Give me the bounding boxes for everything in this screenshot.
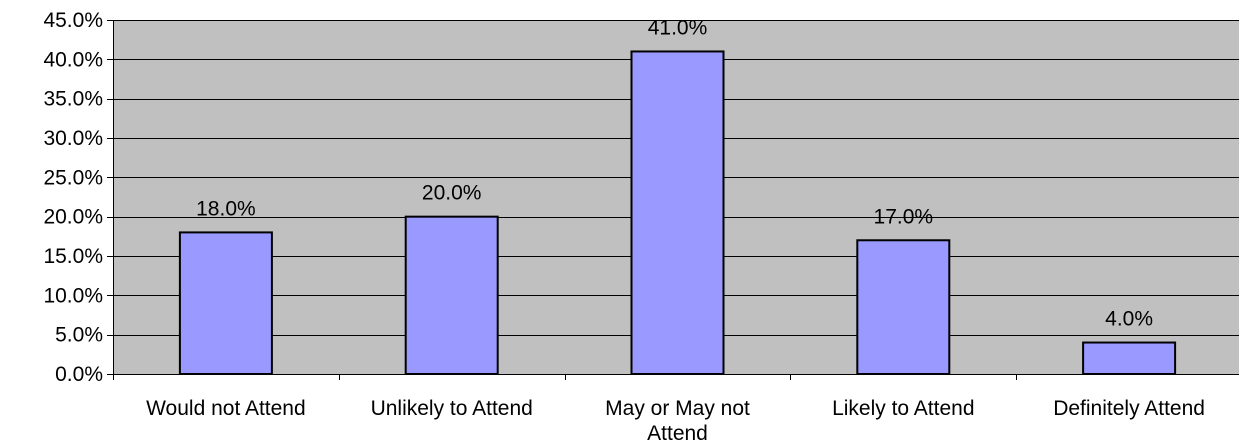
- y-tick-label: 5.0%: [55, 324, 103, 347]
- category-label: Would not Attend: [146, 397, 306, 420]
- y-tick-label: 0.0%: [55, 363, 103, 386]
- bar: [404, 215, 499, 375]
- axes: [107, 20, 1239, 380]
- y-axis-tick-labels: 0.0% 5.0% 10.0% 15.0% 20.0% 25.0% 30.0% 35.0% 40…: [43, 9, 103, 386]
- y-tick-label: 20.0%: [43, 206, 103, 229]
- y-tick-label: 15.0%: [43, 245, 103, 268]
- data-label: 20.0%: [422, 182, 482, 205]
- bar: [1082, 341, 1177, 375]
- data-label: 41.0%: [648, 16, 708, 39]
- bars: [178, 50, 1177, 375]
- category-label: Definitely Attend: [1053, 397, 1205, 420]
- y-tick-label: 25.0%: [43, 166, 103, 189]
- data-labels: 18.0% 20.0% 41.0% 17.0% 4.0%: [196, 16, 1153, 330]
- y-tick-label: 45.0%: [43, 9, 103, 32]
- y-tick-label: 10.0%: [43, 284, 103, 307]
- bar: [630, 50, 725, 375]
- category-label: Unlikely to Attend: [371, 397, 533, 420]
- y-tick-label: 35.0%: [43, 88, 103, 111]
- data-label: 4.0%: [1105, 308, 1153, 331]
- y-tick-label: 40.0%: [43, 48, 103, 71]
- bar: [856, 239, 951, 375]
- bar: [178, 231, 273, 375]
- data-label: 18.0%: [196, 197, 256, 220]
- y-tick-label: 30.0%: [43, 127, 103, 150]
- category-label: Likely to Attend: [832, 397, 974, 420]
- category-label: May or May not Attend: [605, 397, 750, 445]
- data-label: 17.0%: [874, 205, 934, 228]
- x-axis-category-labels: Would not Attend Unlikely to Attend May or…: [146, 397, 1205, 445]
